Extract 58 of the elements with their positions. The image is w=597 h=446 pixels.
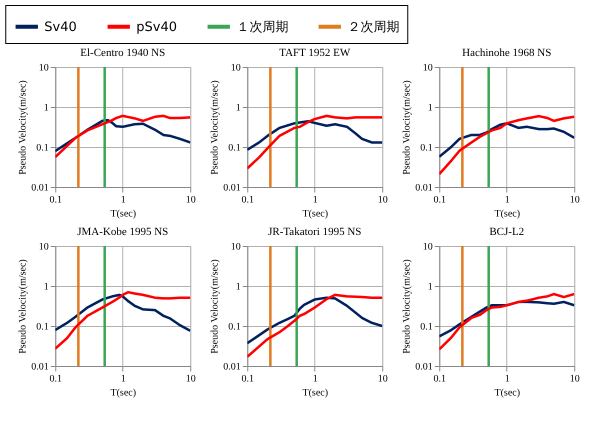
y-tick-label: 10 xyxy=(230,242,241,252)
y-tick-label: 0.01 xyxy=(415,182,433,194)
y-tick-label: 10 xyxy=(38,62,49,74)
x-tick-label: 10 xyxy=(570,194,580,206)
chart-title: BCJ-L2 xyxy=(489,226,524,238)
legend-label: １次周期 xyxy=(236,20,288,35)
y-tick-label: 0.1 xyxy=(36,142,49,154)
y-tick-label: 1 xyxy=(236,282,241,292)
x-tick-label: 1 xyxy=(120,374,126,384)
chart-title: El-Centro 1940 NS xyxy=(80,47,166,59)
y-tick-label: 0.1 xyxy=(228,142,241,154)
chart-title: Hachinohe 1968 NS xyxy=(462,47,552,59)
chart-title: JMA-Kobe 1995 NS xyxy=(77,226,168,238)
y-tick-label: 0.01 xyxy=(31,362,49,372)
legend-label: Sv40 xyxy=(44,20,77,35)
x-tick-label: 10 xyxy=(378,374,388,384)
y-tick-label: 1 xyxy=(428,282,433,292)
x-tick-label: 10 xyxy=(186,194,196,206)
y-axis-title: Pseudo Velocity(m/sec) xyxy=(401,80,412,175)
y-tick-label: 10 xyxy=(38,242,49,252)
y-tick-label: 10 xyxy=(422,62,433,74)
y-tick-label: 1 xyxy=(44,102,49,114)
y-tick-label: 10 xyxy=(422,242,433,252)
y-tick-label: 1 xyxy=(236,102,241,114)
x-tick-label: 10 xyxy=(378,194,388,206)
y-tick-label: 0.1 xyxy=(420,322,433,332)
x-axis-title: T(sec) xyxy=(302,208,328,220)
x-tick-label: 10 xyxy=(186,374,196,384)
x-axis-title: T(sec) xyxy=(494,208,520,220)
x-axis-title: T(sec) xyxy=(110,388,136,398)
y-axis-title: Pseudo Velocity(m/sec) xyxy=(209,80,220,175)
y-tick-label: 1 xyxy=(428,102,433,114)
x-axis-title: T(sec) xyxy=(494,388,520,398)
x-tick-label: 1 xyxy=(312,194,318,206)
x-axis-title: T(sec) xyxy=(302,388,328,398)
x-tick-label: 1 xyxy=(504,374,510,384)
y-tick-label: 1 xyxy=(44,282,49,292)
y-tick-label: 10 xyxy=(230,62,241,74)
y-tick-label: 0.01 xyxy=(223,362,241,372)
y-tick-label: 0.1 xyxy=(420,142,433,154)
y-axis-title: Pseudo Velocity(m/sec) xyxy=(17,80,28,175)
y-tick-label: 0.01 xyxy=(31,182,49,194)
legend-label: ２次周期 xyxy=(347,20,400,35)
x-axis-title: T(sec) xyxy=(110,208,136,220)
x-tick-label: 1 xyxy=(312,374,318,384)
x-tick-label: 10 xyxy=(570,374,580,384)
y-tick-label: 0.01 xyxy=(223,182,241,194)
legend-label: pSv40 xyxy=(136,20,177,35)
y-tick-label: 0.01 xyxy=(415,362,433,372)
chart-title: TAFT 1952 EW xyxy=(279,47,351,59)
y-axis-title: Pseudo Velocity(m/sec) xyxy=(17,259,28,354)
y-axis-title: Pseudo Velocity(m/sec) xyxy=(401,259,412,354)
x-tick-label: 1 xyxy=(120,194,126,206)
y-tick-label: 0.1 xyxy=(228,322,241,332)
y-tick-label: 0.1 xyxy=(36,322,49,332)
y-axis-title: Pseudo Velocity(m/sec) xyxy=(209,259,220,354)
chart-title: JR-Takatori 1995 NS xyxy=(268,226,362,238)
x-tick-label: 1 xyxy=(504,194,510,206)
